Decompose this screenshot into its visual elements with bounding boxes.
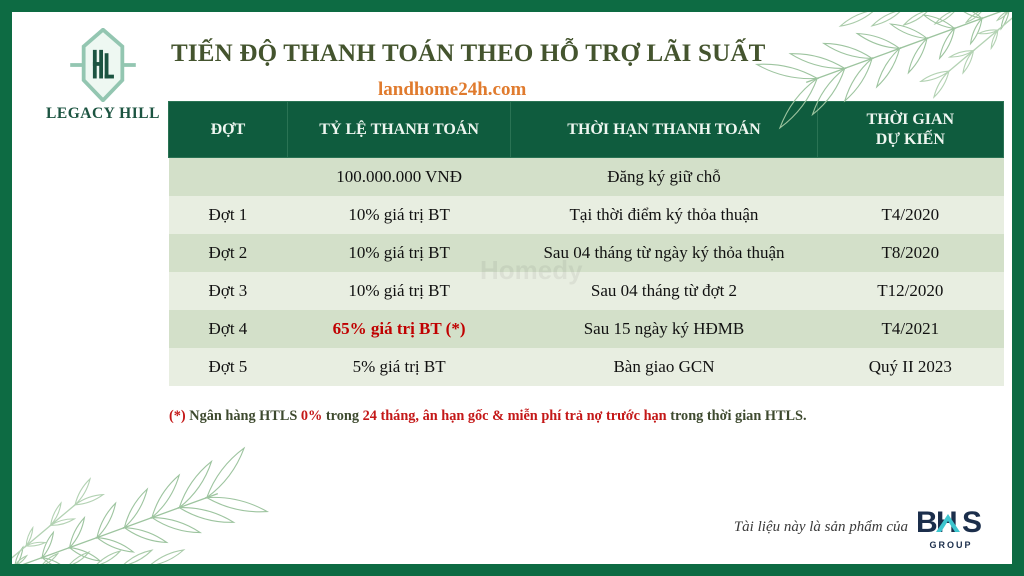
- svg-text:B: B: [916, 506, 938, 539]
- svg-text:S: S: [962, 506, 982, 539]
